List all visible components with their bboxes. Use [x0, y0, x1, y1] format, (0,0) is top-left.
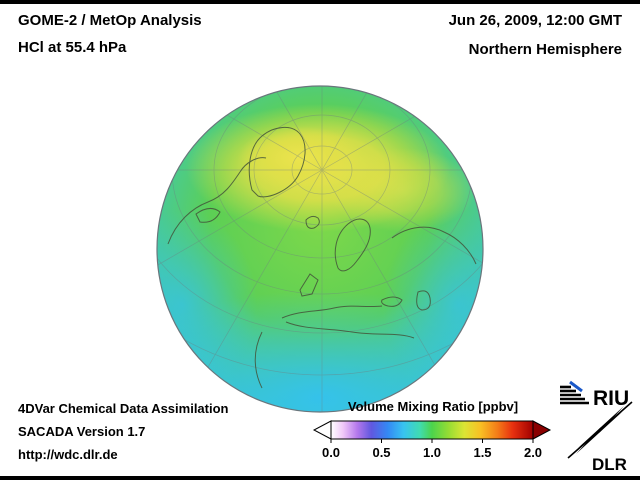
hemisphere-label: Northern Hemisphere	[468, 41, 622, 58]
dlr-wing-lower	[576, 412, 622, 454]
coastlines	[167, 127, 477, 389]
riu-stripes	[560, 385, 589, 405]
bottom-border	[0, 476, 640, 480]
top-border	[0, 0, 640, 4]
colorbar-tick-4: 2.0	[523, 445, 543, 460]
colorbar-title: Volume Mixing Ratio [ppbv]	[347, 399, 519, 414]
footer-assimilation-label: 4DVar Chemical Data Assimilation	[18, 401, 229, 416]
colorbar	[312, 420, 552, 443]
riu-logo-text: RIU	[593, 387, 629, 410]
colorbar-right-arrow	[532, 420, 552, 440]
riu-logo: RIU	[560, 380, 629, 410]
colorbar-tick-1: 0.5	[372, 445, 391, 460]
colorbar-left-arrow	[312, 420, 332, 440]
colorbar-ticks	[330, 439, 534, 443]
datetime-label: Jun 26, 2009, 12:00 GMT	[448, 12, 622, 29]
globe-rim	[156, 85, 484, 413]
riu-blue-accent	[569, 380, 583, 393]
dlr-logo-text: DLR	[592, 455, 627, 474]
colorbar-tick-2: 1.0	[422, 445, 442, 460]
graticule	[157, 86, 483, 412]
footer-version-label: SACADA Version 1.7	[18, 424, 146, 439]
page-title: GOME-2 / MetOp Analysis	[18, 12, 202, 29]
globe-map	[156, 85, 484, 413]
colorbar-tick-3: 1.5	[473, 445, 492, 460]
dlr-logo: DLR	[567, 401, 633, 474]
page-subtitle: HCl at 55.4 hPa	[18, 39, 127, 56]
footer-url: http://wdc.dlr.de	[18, 447, 118, 462]
dlr-wing-upper	[578, 406, 624, 448]
colorbar-tick-0: 0.0	[321, 445, 341, 460]
colorbar-gradient	[330, 420, 534, 440]
